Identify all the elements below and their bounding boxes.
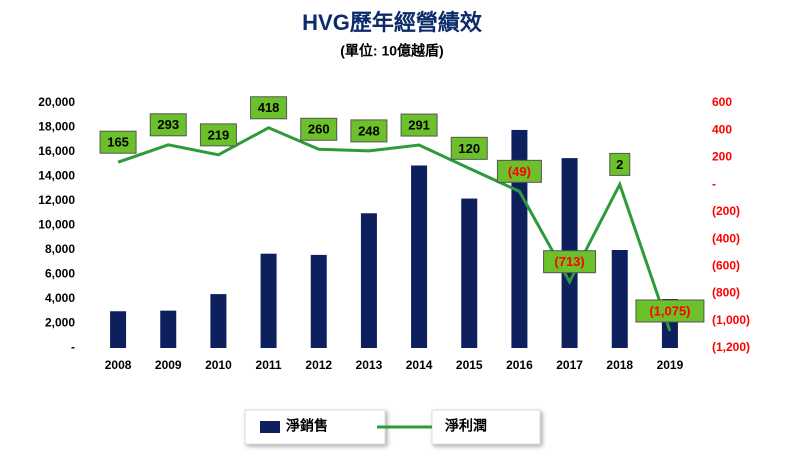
data-label-box	[609, 152, 631, 176]
bar	[310, 254, 327, 348]
x-tick-label: 2010	[205, 358, 232, 372]
bar	[260, 253, 277, 348]
x-tick-label: 2019	[657, 358, 684, 372]
data-label-box	[99, 130, 137, 154]
bar	[360, 213, 377, 348]
y2-tick-label: 400	[712, 122, 732, 136]
data-label-box	[199, 123, 237, 147]
data-label-box	[400, 113, 438, 137]
data-label: 293	[157, 117, 179, 132]
data-label-box	[350, 119, 388, 143]
y-tick-label: 18,000	[38, 120, 75, 134]
x-tick-label: 2012	[305, 358, 332, 372]
x-tick-label: 2017	[556, 358, 583, 372]
y-tick-label: 2,000	[45, 316, 75, 330]
x-tick-label: 2015	[456, 358, 483, 372]
chart-title: HVG歷年經營績效	[302, 10, 482, 35]
y-tick-label: 14,000	[38, 169, 75, 183]
data-label: 248	[358, 123, 380, 138]
y-tick-label: -	[71, 340, 75, 354]
data-label-box	[635, 299, 705, 323]
y-tick-label: 16,000	[38, 144, 75, 158]
chart-subtitle: (單位: 10億越盾)	[340, 43, 443, 59]
data-label: 260	[308, 122, 330, 137]
line	[117, 126, 672, 332]
data-label: 2	[616, 157, 623, 172]
y-tick-label: 10,000	[38, 218, 75, 232]
x-tick-label: 2008	[105, 358, 132, 372]
y-tick-label: 12,000	[38, 193, 75, 207]
x-tick-label: 2013	[356, 358, 383, 372]
bar	[411, 165, 428, 348]
y2-tick-label: (800)	[712, 286, 740, 300]
bar	[611, 250, 628, 348]
data-label: (713)	[554, 254, 584, 269]
bar	[160, 310, 177, 348]
data-label: 418	[258, 100, 280, 115]
data-label-box	[496, 159, 542, 183]
data-label-box	[543, 250, 597, 274]
y-tick-label: 20,000	[38, 95, 75, 109]
legend-label: 淨銷售	[286, 418, 328, 434]
bar	[210, 294, 227, 348]
y-tick-label: 6,000	[45, 267, 75, 281]
data-label: (49)	[508, 164, 531, 179]
x-tick-label: 2018	[606, 358, 633, 372]
data-label: 291	[408, 117, 430, 132]
data-label-box	[450, 136, 488, 160]
y2-tick-label: (1,000)	[712, 313, 750, 327]
x-tick-label: 2016	[506, 358, 533, 372]
legend-swatch	[260, 421, 280, 433]
data-label: (1,075)	[649, 303, 690, 318]
legend-box	[431, 409, 541, 445]
bar	[110, 311, 127, 348]
y-tick-label: 4,000	[45, 291, 75, 305]
y2-tick-label: (400)	[712, 231, 740, 245]
y2-tick-label: 600	[712, 95, 732, 109]
x-tick-label: 2011	[256, 358, 282, 372]
y2-tick-label: (1,200)	[712, 340, 750, 354]
y2-tick-label: (600)	[712, 259, 740, 273]
x-tick-label: 2009	[155, 358, 182, 372]
bar	[461, 198, 478, 348]
data-label-box	[300, 117, 338, 141]
bar	[511, 129, 528, 348]
x-tick-label: 2014	[406, 358, 433, 372]
data-label: 219	[208, 127, 230, 142]
data-label-box	[149, 113, 187, 137]
y2-tick-label: -	[712, 177, 716, 191]
y2-tick-label: (200)	[712, 204, 740, 218]
data-label: 165	[107, 135, 129, 150]
y2-tick-label: 200	[712, 150, 732, 164]
data-label: 120	[458, 141, 480, 156]
y-tick-label: 8,000	[45, 242, 75, 256]
legend-label: 淨利潤	[445, 418, 487, 434]
data-label-box	[250, 96, 288, 120]
